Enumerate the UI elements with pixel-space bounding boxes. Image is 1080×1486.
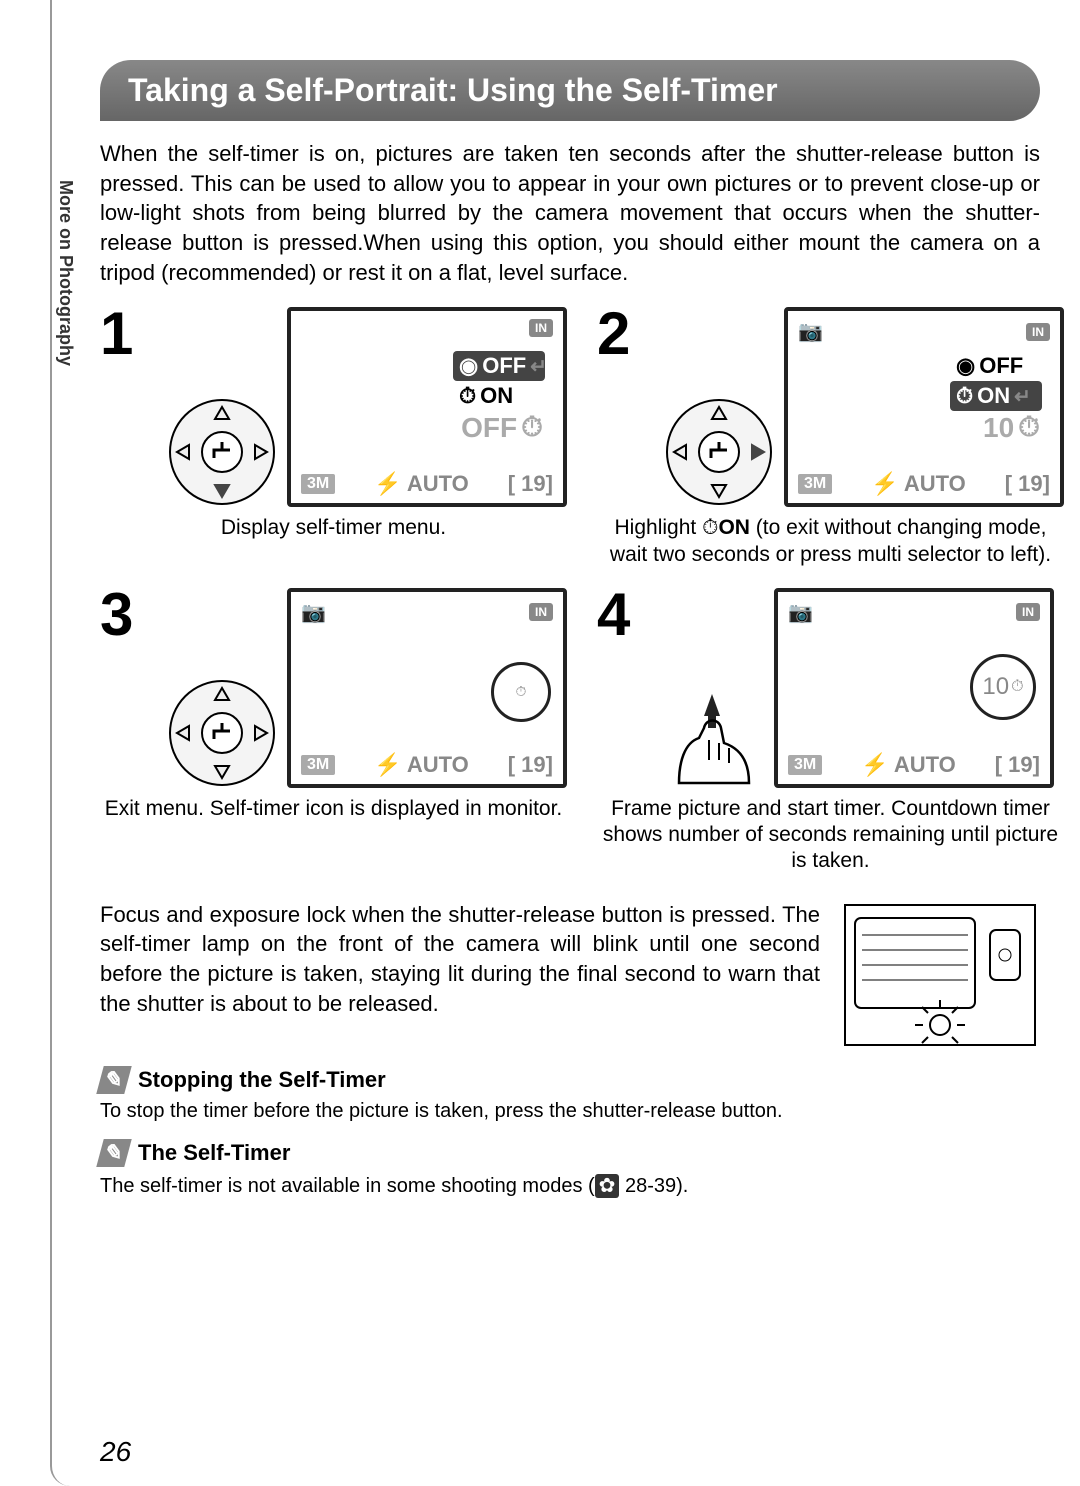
note-block: ✎The Self-Timer The self-timer is not av… (100, 1139, 1040, 1198)
note-body: The self-timer is not available in some … (100, 1173, 1040, 1198)
menu-on-row: ⏱ON (453, 381, 545, 411)
step-1: 1 IN ◉OFF↵ ⏱ON OFF⏱ 3M ⚡ AUTO [ 19] Display… (100, 307, 567, 568)
note-body: To stop the timer before the picture is … (100, 1100, 1040, 1123)
step-caption: Exit menu. Self-timer icon is displayed … (100, 796, 567, 822)
image-size-badge: 3M (798, 474, 832, 494)
self-timer-menu: ◉OFF ⏱ON↵ (950, 351, 1042, 411)
focus-paragraph-row: Focus and exposure lock when the shutter… (100, 900, 1040, 1050)
step-number: 1 (100, 307, 155, 361)
multi-selector-dpad (664, 397, 774, 507)
memory-in-badge: IN (1026, 323, 1050, 341)
memory-in-badge: IN (529, 603, 553, 621)
section-side-label: More on Photography (55, 180, 76, 366)
frames-remaining: [ 19] (1005, 471, 1050, 497)
note-block: ✎Stopping the Self-Timer To stop the tim… (100, 1066, 1040, 1123)
step-caption: Display self-timer menu. (100, 515, 567, 541)
step-caption: Frame picture and start timer. Countdown… (597, 796, 1064, 875)
frames-remaining: [ 19] (508, 471, 553, 497)
menu-on-row: ⏱ON↵ (950, 381, 1042, 411)
page-content: Taking a Self-Portrait: Using the Self-T… (100, 60, 1040, 1446)
flash-mode: ⚡ AUTO (861, 752, 956, 778)
memory-in-badge: IN (529, 319, 553, 337)
multi-selector-dpad (167, 397, 277, 507)
notes-container: ✎Stopping the Self-Timer To stop the tim… (100, 1066, 1040, 1198)
step-number: 2 (597, 307, 652, 361)
image-size-badge: 3M (301, 755, 335, 775)
steps-grid: 1 IN ◉OFF↵ ⏱ON OFF⏱ 3M ⚡ AUTO [ 19] Display… (100, 307, 1040, 874)
self-timer-icon: ⏱ (491, 662, 551, 722)
step-number: 4 (597, 588, 652, 642)
self-timer-menu: ◉OFF↵ ⏱ON (453, 351, 545, 411)
step-3: 3 📷 IN ⏱ 3M ⚡ AUTO [ 19] Exit menu. Self-time… (100, 588, 567, 875)
camera-mode-icon: 📷 (301, 600, 326, 625)
camera-lcd: 📷 IN 10⏱ 3M ⚡ AUTO [ 19] (774, 588, 1054, 788)
step-number: 3 (100, 588, 155, 642)
note-icon: ✎ (96, 1139, 132, 1167)
note-icon: ✎ (96, 1066, 132, 1094)
camera-lcd: 📷 IN ⏱ 3M ⚡ AUTO [ 19] (287, 588, 567, 788)
camera-lcd: 📷 IN ◉OFF ⏱ON↵ 10⏱ 3M ⚡ AUTO [ 19] (784, 307, 1064, 507)
camera-lcd: IN ◉OFF↵ ⏱ON OFF⏱ 3M ⚡ AUTO [ 19] (287, 307, 567, 507)
timer-count-indicator: 10⏱ (983, 411, 1040, 444)
memory-in-badge: IN (1016, 603, 1040, 621)
image-size-badge: 3M (788, 755, 822, 775)
countdown-indicator: 10⏱ (970, 654, 1036, 720)
camera-mode-icon: 📷 (798, 319, 823, 344)
image-size-badge: 3M (301, 474, 335, 494)
flash-mode: ⚡ AUTO (871, 471, 966, 497)
step-4: 4 📷 IN 10⏱ 3M ⚡ AUTO [ 19] Frame picture and … (597, 588, 1064, 875)
frames-remaining: [ 19] (508, 752, 553, 778)
note-heading: The Self-Timer (138, 1140, 290, 1166)
press-shutter-icon (664, 688, 764, 788)
camera-mode-icon: 📷 (788, 600, 813, 625)
focus-paragraph: Focus and exposure lock when the shutter… (100, 900, 820, 1050)
page-title: Taking a Self-Portrait: Using the Self-T… (100, 60, 1040, 121)
page-number: 26 (100, 1436, 131, 1468)
step-caption: Highlight ⏱ON (to exit without changing … (597, 515, 1064, 568)
timer-off-indicator: OFF⏱ (461, 411, 543, 444)
step-2: 2 📷 IN ◉OFF ⏱ON↵ 10⏱ 3M ⚡ AUTO [ 19] Highlig… (597, 307, 1064, 568)
menu-off-row: ◉OFF (950, 351, 1042, 381)
flash-mode: ⚡ AUTO (374, 752, 469, 778)
camera-front-diagram (840, 900, 1040, 1050)
intro-paragraph: When the self-timer is on, pictures are … (100, 139, 1040, 287)
multi-selector-dpad (167, 678, 277, 788)
frames-remaining: [ 19] (995, 752, 1040, 778)
note-heading: Stopping the Self-Timer (138, 1067, 386, 1093)
flash-mode: ⚡ AUTO (374, 471, 469, 497)
menu-off-row: ◉OFF↵ (453, 351, 545, 381)
